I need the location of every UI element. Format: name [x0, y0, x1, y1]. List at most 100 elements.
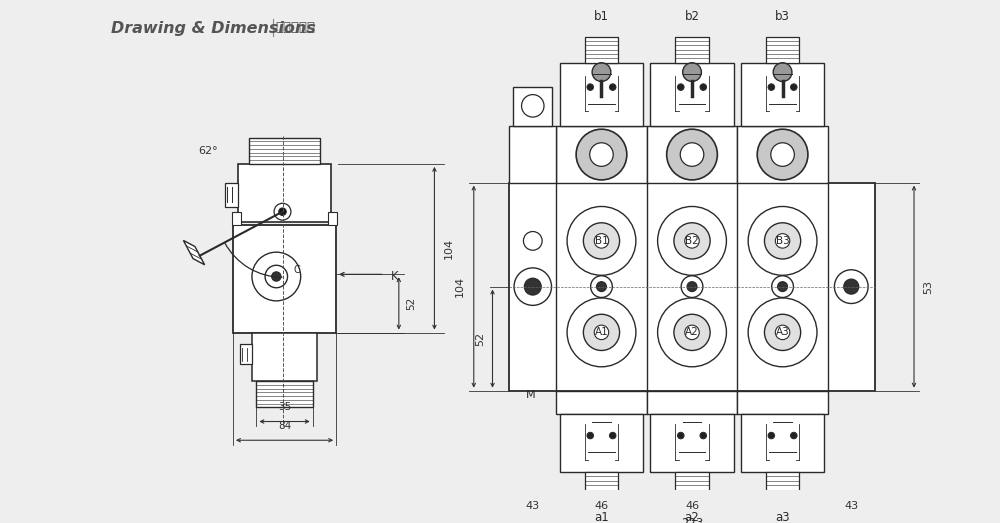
Circle shape [583, 314, 620, 350]
Circle shape [778, 282, 788, 292]
Text: 43: 43 [526, 502, 540, 511]
Circle shape [590, 143, 613, 166]
Text: b3: b3 [775, 10, 790, 24]
Circle shape [279, 208, 286, 215]
Bar [249, 138, 320, 164]
Circle shape [775, 234, 790, 248]
Circle shape [587, 433, 594, 439]
Bar [647, 391, 737, 414]
Bar [650, 63, 734, 127]
Circle shape [678, 84, 684, 90]
Text: a3: a3 [775, 511, 790, 523]
Circle shape [609, 433, 616, 439]
Text: C: C [293, 265, 300, 275]
Text: a2: a2 [685, 511, 699, 523]
Circle shape [791, 84, 797, 90]
Bar [650, 414, 734, 472]
Circle shape [674, 314, 710, 350]
Circle shape [791, 433, 797, 439]
Text: 53: 53 [923, 280, 933, 293]
Bar [737, 391, 828, 414]
Text: B3: B3 [776, 236, 789, 246]
Bar [647, 127, 737, 183]
Bar [741, 63, 824, 127]
Text: Drawing & Dimensions: Drawing & Dimensions [111, 20, 316, 36]
Circle shape [700, 433, 707, 439]
Bar [328, 212, 337, 225]
Text: b1: b1 [594, 10, 609, 24]
Bar [556, 391, 647, 414]
Circle shape [524, 278, 541, 295]
Bar [675, 37, 709, 63]
Polygon shape [183, 241, 205, 265]
Text: a1: a1 [594, 511, 609, 523]
Circle shape [700, 84, 707, 90]
Circle shape [583, 223, 620, 259]
Bar [509, 127, 556, 183]
Bar [240, 344, 252, 365]
Text: K: K [390, 270, 398, 283]
Circle shape [683, 63, 701, 82]
Bar [225, 183, 238, 207]
Text: 52: 52 [475, 332, 485, 346]
Circle shape [667, 129, 717, 180]
Bar [560, 63, 643, 127]
Bar [256, 381, 313, 407]
Circle shape [594, 234, 609, 248]
Circle shape [587, 84, 594, 90]
Text: B1: B1 [595, 236, 608, 246]
Circle shape [685, 234, 699, 248]
Bar [741, 414, 824, 472]
Bar [560, 414, 643, 472]
Text: 223: 223 [681, 517, 703, 523]
Circle shape [757, 129, 808, 180]
Circle shape [594, 325, 609, 339]
Circle shape [775, 325, 790, 339]
Circle shape [674, 223, 710, 259]
Bar [232, 212, 241, 225]
Circle shape [768, 433, 775, 439]
Text: 52: 52 [406, 297, 416, 310]
Text: 46: 46 [685, 502, 699, 511]
Circle shape [576, 129, 627, 180]
Circle shape [764, 314, 801, 350]
Text: B2: B2 [685, 236, 699, 246]
Circle shape [592, 63, 611, 82]
Circle shape [272, 272, 281, 281]
Circle shape [685, 325, 699, 339]
Bar [238, 164, 331, 222]
Bar [585, 37, 618, 63]
Text: 43: 43 [844, 502, 858, 511]
Circle shape [609, 84, 616, 90]
Bar [766, 37, 799, 63]
Bar [585, 472, 618, 498]
Circle shape [844, 279, 859, 294]
Circle shape [764, 223, 801, 259]
Circle shape [687, 282, 697, 292]
Bar [737, 127, 828, 183]
Bar [513, 87, 552, 127]
Bar [766, 472, 799, 498]
Bar [233, 225, 336, 333]
Bar [556, 127, 647, 183]
Circle shape [773, 63, 792, 82]
Text: M: M [526, 390, 535, 400]
Bar [252, 333, 317, 381]
Text: A3: A3 [776, 327, 789, 337]
Bar [675, 472, 709, 498]
Bar [509, 183, 875, 391]
Text: A2: A2 [685, 327, 699, 337]
Text: 104: 104 [444, 237, 454, 259]
Circle shape [678, 433, 684, 439]
Text: 35: 35 [278, 402, 291, 412]
Circle shape [680, 143, 704, 166]
Text: 62°: 62° [198, 145, 218, 156]
Text: A1: A1 [595, 327, 608, 337]
Text: b2: b2 [685, 10, 700, 24]
Text: 104: 104 [454, 276, 464, 297]
Circle shape [768, 84, 775, 90]
Text: 46: 46 [594, 502, 609, 511]
Text: 图纸和尺寸: 图纸和尺寸 [275, 20, 315, 33]
Circle shape [596, 282, 606, 292]
Text: 84: 84 [278, 421, 291, 431]
